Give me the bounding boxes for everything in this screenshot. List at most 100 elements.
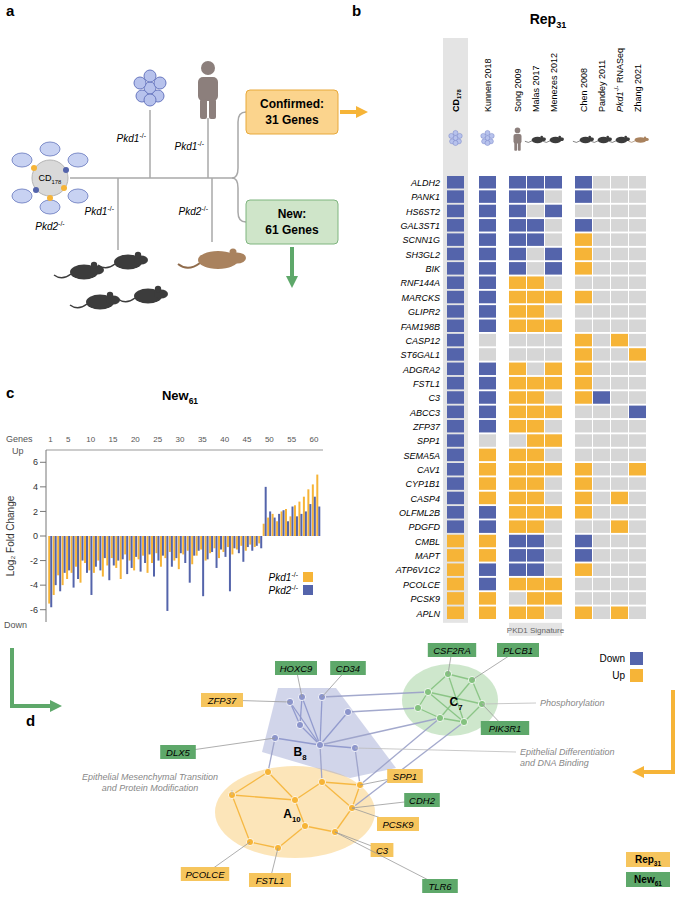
svg-text:PANK1: PANK1: [411, 192, 440, 202]
svg-text:Pkd2-/-: Pkd2-/-: [35, 220, 65, 232]
svg-text:Menezes 2012: Menezes 2012: [549, 53, 559, 112]
svg-text:PCSK9: PCSK9: [410, 594, 440, 604]
svg-text:Epithelial Mesenchymal Transit: Epithelial Mesenchymal Transition: [82, 772, 218, 782]
svg-text:ADGRA2: ADGRA2: [402, 365, 440, 375]
svg-text:ATP6V1C2: ATP6V1C2: [395, 565, 440, 575]
svg-text:61 Genes: 61 Genes: [265, 223, 319, 237]
svg-text:45: 45: [243, 435, 252, 444]
svg-text:CD34: CD34: [336, 663, 360, 674]
svg-text:SEMA5A: SEMA5A: [403, 451, 440, 461]
svg-text:CSF2RA: CSF2RA: [433, 645, 470, 656]
svg-text:Down: Down: [599, 653, 625, 664]
svg-text:35: 35: [198, 435, 207, 444]
svg-text:SPP1: SPP1: [417, 436, 440, 446]
svg-text:C3: C3: [428, 393, 440, 403]
svg-text:SH3GL2: SH3GL2: [405, 250, 440, 260]
svg-text:PKD1 Signature: PKD1 Signature: [507, 626, 565, 635]
svg-text:HOXC9: HOXC9: [280, 663, 313, 674]
svg-text:SPP1: SPP1: [393, 771, 417, 782]
svg-text:GAL3ST1: GAL3ST1: [400, 221, 440, 231]
svg-text:Phosphorylation: Phosphorylation: [540, 698, 605, 708]
svg-text:BIK: BIK: [425, 264, 441, 274]
svg-text:CD178: CD178: [451, 88, 463, 112]
svg-text:FSTL1: FSTL1: [256, 875, 285, 886]
svg-text:0: 0: [33, 531, 38, 541]
svg-text:-6: -6: [30, 605, 38, 615]
svg-text:HS6ST2: HS6ST2: [406, 207, 440, 217]
svg-text:Log₂ Fold Change: Log₂ Fold Change: [5, 495, 16, 576]
svg-text:Epithelial Differentiation: Epithelial Differentiation: [520, 747, 615, 757]
svg-text:60: 60: [310, 435, 319, 444]
svg-text:OLFML2B: OLFML2B: [399, 508, 440, 518]
svg-text:Pandey 2011: Pandey 2011: [597, 60, 607, 112]
svg-text:PDGFD: PDGFD: [409, 522, 441, 532]
svg-text:4: 4: [33, 482, 38, 492]
svg-text:FSTL1: FSTL1: [413, 379, 440, 389]
svg-text:B8: B8: [293, 745, 307, 762]
svg-text:Zhang 2021: Zhang 2021: [633, 64, 643, 112]
svg-text:2: 2: [33, 507, 38, 517]
svg-text:25: 25: [153, 435, 162, 444]
svg-text:FAM198B: FAM198B: [401, 322, 440, 332]
svg-text:40: 40: [220, 435, 229, 444]
svg-text:CDH2: CDH2: [409, 795, 436, 806]
svg-text:CD178: CD178: [39, 173, 62, 185]
svg-text:b: b: [352, 2, 361, 19]
svg-text:Kunnen 2018: Kunnen 2018: [483, 58, 493, 112]
svg-text:Pkd1-/-: Pkd1-/-: [85, 205, 115, 217]
svg-text:CASP12: CASP12: [405, 336, 440, 346]
svg-text:5: 5: [66, 435, 71, 444]
svg-text:Pkd1-/-: Pkd1-/-: [117, 132, 147, 144]
svg-text:Chen 2008: Chen 2008: [579, 68, 589, 112]
svg-text:APLN: APLN: [415, 609, 440, 619]
svg-text:A10: A10: [283, 807, 301, 824]
svg-text:50: 50: [265, 435, 274, 444]
svg-text:PCOLCE: PCOLCE: [185, 869, 225, 880]
svg-text:CASP4: CASP4: [410, 494, 440, 504]
svg-text:a: a: [6, 2, 15, 19]
svg-text:C7: C7: [449, 695, 462, 712]
svg-text:CMBL: CMBL: [415, 537, 440, 547]
svg-text:CAV1: CAV1: [417, 465, 440, 475]
svg-text:PLCB1: PLCB1: [503, 645, 533, 656]
svg-text:15: 15: [109, 435, 118, 444]
svg-text:New:: New:: [278, 207, 307, 221]
svg-text:CYP1B1: CYP1B1: [405, 479, 440, 489]
svg-text:Up: Up: [612, 670, 625, 681]
svg-text:Confirmed:: Confirmed:: [260, 97, 324, 111]
svg-text:SCNN1G: SCNN1G: [402, 235, 440, 245]
svg-text:PCOLCE: PCOLCE: [403, 580, 441, 590]
svg-text:ST6GAL1: ST6GAL1: [400, 350, 440, 360]
svg-text:-4: -4: [30, 580, 38, 590]
svg-text:20: 20: [131, 435, 140, 444]
svg-text:PIK3R1: PIK3R1: [489, 723, 522, 734]
svg-text:Rep31: Rep31: [530, 11, 567, 30]
svg-text:10: 10: [86, 435, 95, 444]
svg-text:New61: New61: [162, 388, 198, 406]
svg-text:31 Genes: 31 Genes: [265, 113, 319, 127]
svg-text:Rep31: Rep31: [635, 854, 662, 867]
svg-text:Malas 2017: Malas 2017: [531, 65, 541, 112]
svg-text:c: c: [6, 384, 14, 401]
svg-text:6: 6: [33, 457, 38, 467]
svg-text:MAPT: MAPT: [415, 551, 442, 561]
svg-text:New61: New61: [634, 874, 662, 887]
svg-text:55: 55: [287, 435, 296, 444]
svg-text:30: 30: [176, 435, 185, 444]
svg-text:RNF144A: RNF144A: [400, 278, 440, 288]
svg-text:1: 1: [48, 435, 53, 444]
svg-text:ALDH2: ALDH2: [410, 178, 440, 188]
svg-text:ZFP37: ZFP37: [207, 695, 237, 706]
svg-text:d: d: [26, 712, 35, 729]
svg-text:DLX5: DLX5: [166, 747, 190, 758]
svg-text:Pkd1-/- RNASeq: Pkd1-/- RNASeq: [613, 48, 625, 112]
svg-text:MARCKS: MARCKS: [401, 293, 440, 303]
svg-text:PCSK9: PCSK9: [382, 819, 414, 830]
svg-text:Pkd2-/-: Pkd2-/-: [179, 205, 209, 217]
svg-text:Pkd1-/-: Pkd1-/-: [175, 140, 205, 152]
svg-text:GLIPR2: GLIPR2: [408, 307, 440, 317]
svg-text:Song 2009: Song 2009: [513, 68, 523, 112]
svg-text:ZFP37: ZFP37: [412, 422, 441, 432]
svg-text:ABCC3: ABCC3: [409, 408, 440, 418]
svg-text:TLR6: TLR6: [428, 881, 452, 892]
